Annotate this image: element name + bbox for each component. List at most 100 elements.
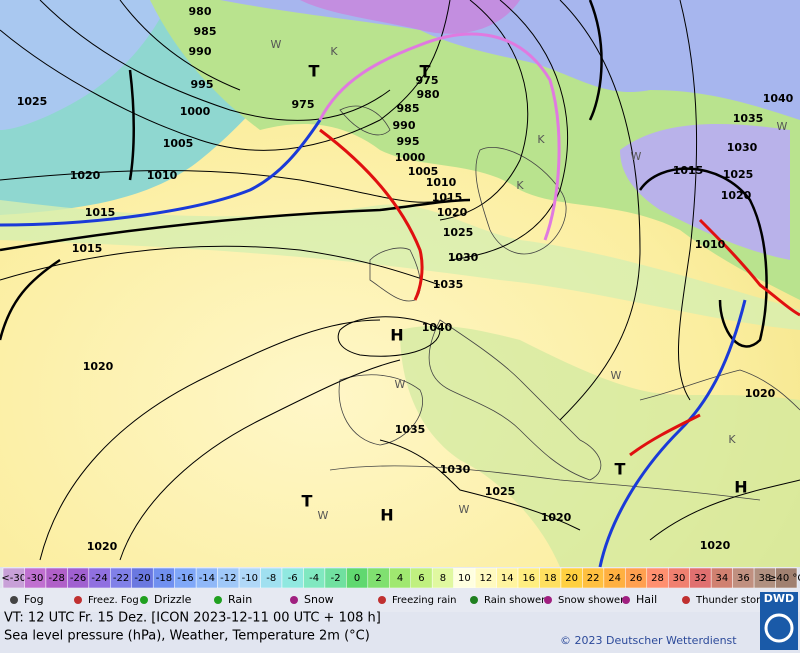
air-mass-label: W: [271, 38, 282, 51]
scale-label: -26: [70, 573, 86, 584]
scale-label: 38: [758, 573, 771, 584]
logo-text: DWD: [764, 592, 794, 605]
air-mass-label: W: [777, 120, 788, 133]
cold-air-area: [220, 0, 800, 120]
air-mass-label: W: [395, 378, 406, 391]
weather-legend-label: Thunder storm: [695, 595, 770, 606]
pressure-center: T: [309, 62, 320, 81]
weather-symbol: [290, 596, 298, 604]
pressure-label: 1020: [437, 206, 468, 219]
fronts: [0, 32, 800, 568]
weather-legend-bg: [0, 588, 800, 612]
scale-label: -8: [266, 573, 276, 584]
description: Sea level pressure (hPa), Weather, Tempe…: [4, 629, 370, 644]
scale-label: ≥40 °C: [768, 573, 800, 584]
weather-symbol: [682, 596, 690, 604]
pressure-label: 1030: [440, 463, 471, 476]
scale-label: 28: [651, 573, 664, 584]
pressure-label: 1020: [83, 360, 114, 373]
weather-legend-label: Drizzle: [154, 593, 192, 606]
logo-mark: [764, 613, 794, 643]
pressure-label: 1015: [85, 206, 116, 219]
weather-symbol: [74, 596, 82, 604]
scale-label: -14: [199, 573, 215, 584]
weather-symbol: [214, 596, 222, 604]
scale-label: 32: [694, 573, 707, 584]
weather-legend-label: Freezing rain: [392, 595, 456, 606]
cold-east-area: [620, 124, 790, 260]
pressure-label: 1015: [673, 164, 704, 177]
footer-bg: [0, 612, 800, 653]
pressure-center: H: [390, 326, 403, 345]
pressure-center: T: [615, 460, 626, 479]
pressure-label: 1020: [745, 387, 776, 400]
pressure-label: 980: [417, 88, 440, 101]
pressure-label: 990: [189, 45, 212, 58]
pressure-label: 975: [416, 74, 439, 87]
pressure-label: 1030: [727, 141, 758, 154]
air-mass-label: K: [537, 133, 545, 146]
air-mass-label: K: [728, 433, 736, 446]
pressure-label: 1020: [721, 189, 752, 202]
air-mass-label: K: [330, 45, 338, 58]
pressure-label: 1035: [395, 423, 426, 436]
pressure-label: 995: [397, 135, 420, 148]
pressure-label: 1000: [180, 105, 211, 118]
pressure-label: 1005: [163, 137, 194, 150]
weather-legend-label: Fog: [24, 593, 44, 606]
scale-label: 14: [501, 573, 514, 584]
scale-label: 36: [737, 573, 750, 584]
pressure-center: H: [380, 506, 393, 525]
pressure-label: 1020: [70, 169, 101, 182]
weather-legend-label: Rain: [228, 593, 252, 606]
pressure-label: 1015: [72, 242, 103, 255]
pressure-label: 1040: [422, 321, 453, 334]
air-mass-label: W: [631, 150, 642, 163]
pressure-label: 1020: [87, 540, 118, 553]
scale-label: -20: [134, 573, 150, 584]
map-labels: 9809859909951000100510109759759809859909…: [17, 5, 794, 553]
scale-label: -10: [242, 573, 258, 584]
pressure-label: 1025: [17, 95, 48, 108]
pressure-label: 1015: [432, 191, 463, 204]
pressure-label: 1040: [763, 92, 794, 105]
weather-legend-label: Hail: [636, 593, 657, 606]
pressure-label: 1025: [723, 168, 754, 181]
scale-label: 2: [375, 573, 381, 584]
scale-label: 18: [544, 573, 557, 584]
pressure-label: 1000: [395, 151, 426, 164]
scale-label: 6: [418, 573, 424, 584]
coastlines: [329, 105, 800, 501]
pressure-label: 975: [292, 98, 315, 111]
weather-legend-label: Rain shower: [484, 595, 546, 606]
pressure-label: 980: [189, 5, 212, 18]
scale-label: -2: [331, 573, 341, 584]
scale-label: -28: [48, 573, 64, 584]
scale-label: -30: [27, 573, 43, 584]
pressure-center: H: [734, 478, 747, 497]
pressure-label: 1010: [147, 169, 178, 182]
inland-area: [400, 325, 800, 567]
map: 9809859909951000100510109759759809859909…: [0, 0, 800, 568]
pressure-label: 985: [194, 25, 217, 38]
scale-label: 8: [440, 573, 446, 584]
pressure-label: 1010: [426, 176, 457, 189]
pressure-label: 985: [397, 102, 420, 115]
scale-label: 16: [522, 573, 535, 584]
scale-label: 10: [458, 573, 471, 584]
weather-symbol: [622, 596, 630, 604]
weather-legend-label: Snow: [304, 593, 334, 606]
weather-symbol: [378, 596, 386, 604]
pressure-label: 1025: [485, 485, 516, 498]
pressure-label: 1020: [700, 539, 731, 552]
copyright: © 2023 Deutscher Wetterdienst: [560, 634, 737, 647]
weather-symbol: [10, 596, 18, 604]
weather-legend-label: Snow shower: [558, 595, 625, 606]
pressure-label: 995: [191, 78, 214, 91]
pressure-label: 1005: [408, 165, 439, 178]
isobars: [0, 0, 800, 561]
weather-legend: Fog Freez. Fog Drizzle Rain Snow Freezing rai…: [10, 593, 770, 606]
scale-label: -16: [177, 573, 193, 584]
scale-label: -4: [309, 573, 319, 584]
